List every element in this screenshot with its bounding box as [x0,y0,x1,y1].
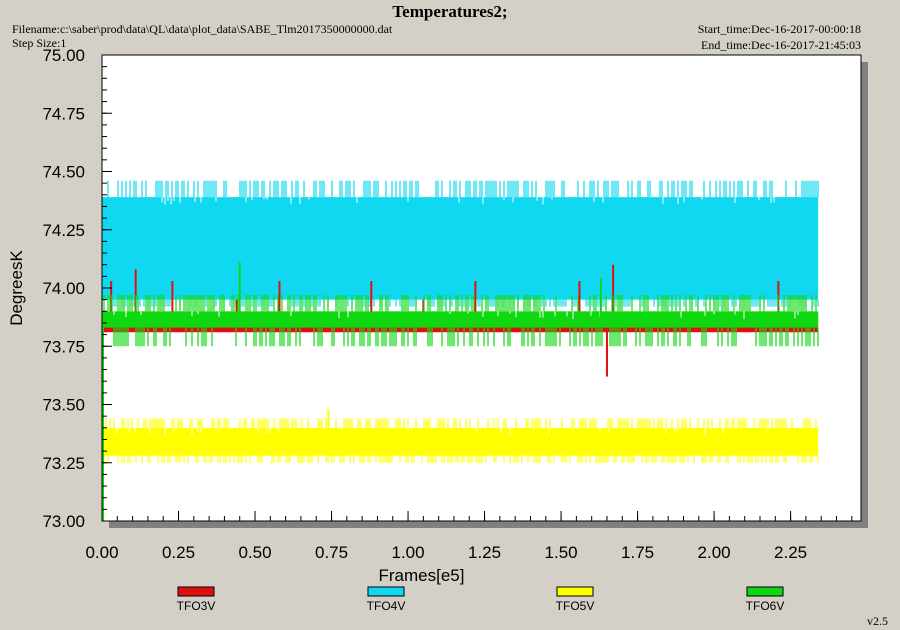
legend-label-tfo5v: TFO5V [556,599,595,613]
series-tfo5v [101,409,819,463]
x-tick-label-7: 1.75 [621,543,654,562]
tfo5v-band [102,427,819,456]
y-tick-label-7: 74.75 [42,104,85,123]
legend-swatch-tfo4v [367,586,405,597]
x-tick-label-8: 2.00 [698,543,731,562]
legend-label-tfo6v: TFO6V [746,599,785,613]
tfo4v-band [102,197,819,300]
y-axis-title: DegreesK [7,250,26,326]
y-tick-label-0: 73.00 [42,512,85,531]
x-axis-title: Frames[e5] [379,566,465,585]
x-tick-label-3: 0.75 [315,543,348,562]
y-tick-label-5: 74.25 [42,221,85,240]
plot-title: Temperatures2; [392,2,508,21]
series-tfo6v [101,262,819,347]
legend-swatch-tfo3v [177,586,215,597]
x-tick-label-5: 1.25 [468,543,501,562]
y-tick-label-4: 74.00 [42,279,85,298]
tfo6v-band [102,311,819,328]
y-tick-label-6: 74.50 [42,163,85,182]
series-tfo4v [101,180,819,307]
filename-label: Filename:c:\saber\prod\data\QL\data\plot… [12,22,393,36]
legend-swatch-tfo5v [556,586,594,597]
end-time-label: End_time:Dec-16-2017-21:45:03 [701,38,861,52]
legend-label-tfo3v: TFO3V [177,599,216,613]
start-time-label: Start_time:Dec-16-2017-00:00:18 [697,22,861,36]
x-tick-label-6: 1.50 [545,543,578,562]
x-tick-label-0: 0.00 [85,543,118,562]
version-label: v2.5 [867,614,888,628]
x-tick-label-9: 2.25 [774,543,807,562]
y-tick-label-3: 73.75 [42,337,85,356]
x-tick-label-1: 0.25 [162,543,195,562]
y-tick-label-8: 75.00 [42,46,85,65]
tfo5v-gaps [116,427,769,436]
x-tick-label-4: 1.00 [392,543,425,562]
tfo6v-noise [103,295,819,347]
step-size-label: Step Size:1 [12,36,67,50]
legend-label-tfo4v: TFO4V [367,599,406,613]
tfo4v-gaps [161,197,775,205]
x-tick-label-2: 0.50 [238,543,271,562]
y-tick-label-2: 73.50 [42,396,85,415]
y-tick-label-1: 73.25 [42,454,85,473]
legend-swatch-tfo6v [746,586,784,597]
